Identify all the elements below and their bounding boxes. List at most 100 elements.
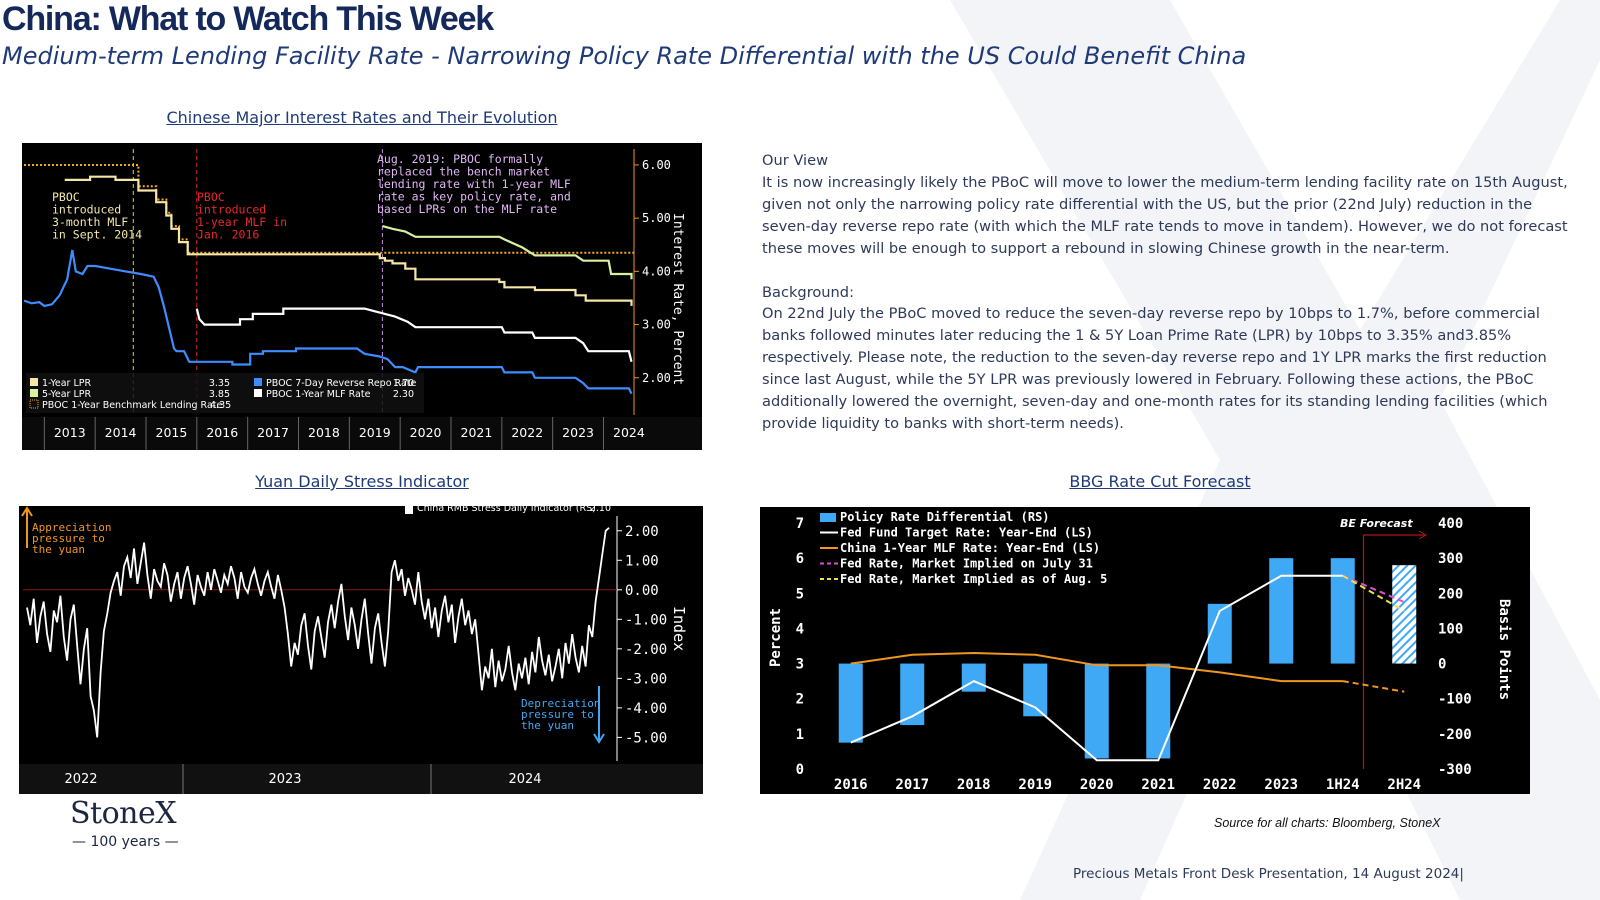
forecast-y-tick-label: 0 — [796, 762, 804, 778]
rates-x-tick-label: 2018 — [308, 425, 340, 440]
depreciation-annotation-line: the yuan — [521, 719, 574, 732]
rates-x-tick-label: 2017 — [257, 425, 289, 440]
forecast-chart-caption: BBG Rate Cut Forecast — [1069, 472, 1251, 491]
stress-series-line — [26, 527, 610, 738]
forecast-x-tick-label: 2018 — [957, 777, 991, 793]
forecast-bar-2021 — [1146, 663, 1171, 759]
rates-annotation-line: based LPRs on the MLF rate — [377, 202, 557, 216]
logo-tagline: — 100 years — — [72, 834, 179, 850]
footer-text: Precious Metals Front Desk Presentation,… — [1073, 866, 1464, 882]
forecast-legend-label: Policy Rate Differential (RS) — [840, 510, 1050, 524]
rates-annotation-line: 3-month MLF — [52, 215, 128, 229]
rates-annotation-line: PBOC — [52, 190, 80, 204]
stress-x-tick-label: 2023 — [268, 772, 301, 787]
forecast-x-tick-label: 2020 — [1080, 777, 1114, 793]
source-note: Source for all charts: Bloomberg, StoneX — [1214, 816, 1441, 830]
rates-series-1-year-lpr — [64, 175, 633, 306]
rates-annotation-line: replaced the bench market — [377, 165, 550, 179]
rates-legend-label: 1-Year LPR — [42, 378, 91, 389]
rates-legend-label: PBOC 1-Year Benchmark Lending Rate — [42, 400, 222, 411]
forecast-y2-axis-label: Basis Points — [1496, 599, 1512, 700]
forecast-y-axis-label: Percent — [768, 608, 784, 667]
forecast-chart: BE Forecast 7 6 5 4 3 2 1 0 Percent 400 300 200 100 0 -… — [768, 510, 1512, 793]
our-view-section: Our View It is now increasingly likely t… — [762, 150, 1582, 435]
forecast-bar-2018 — [961, 663, 986, 692]
china-mlf-line — [850, 651, 1343, 683]
forecast-bar-2022 — [1207, 603, 1232, 664]
stress-y-axis-label: Index — [670, 606, 688, 651]
stress-legend-swatch — [405, 506, 413, 514]
rates-series-pboc-7-day-reverse-repo-rate — [23, 249, 633, 395]
rates-annotation-line: rate as key policy rate, and — [377, 190, 571, 204]
rates-legend-value: 4.35 — [210, 400, 231, 411]
rates-series-5-year-lpr — [382, 225, 633, 280]
depreciation-annotation-line: pressure to — [521, 708, 594, 721]
rates-x-tick-label: 2015 — [156, 425, 188, 440]
background-body: On 22nd July the PBoC moved to reduce th… — [762, 305, 1548, 432]
rates-x-tick-label: 2022 — [511, 425, 543, 440]
stress-y-tick-label: 1.00 — [625, 553, 659, 569]
stress-y-tick-label: -3.00 — [625, 671, 667, 687]
forecast-x-tick-label: 2022 — [1203, 777, 1237, 793]
rates-x-tick-label: 2016 — [206, 425, 238, 440]
forecast-y-tick-label: 4 — [796, 621, 804, 637]
forecast-y2-tick-label: 300 — [1438, 551, 1463, 567]
rates-annotation-line: Aug. 2019: PBOC formally — [377, 152, 543, 166]
forecast-y-tick-label: 3 — [796, 657, 804, 673]
forecast-legend-label: China 1-Year MLF Rate: Year-End (LS) — [840, 541, 1100, 555]
stress-legend-label: China RMB Stress Daily Indicator (RS) — [417, 506, 596, 514]
rates-y-tick-label: 5.00 — [642, 211, 671, 225]
stress-legend-value: 2.10 — [590, 506, 611, 514]
forecast-y2-tick-label: 0 — [1438, 657, 1446, 673]
rates-legend-value: 3.35 — [209, 378, 230, 389]
forecast-x-tick-label: 2017 — [895, 777, 929, 793]
forecast-legend-label: Fed Rate, Market Implied on July 31 — [840, 557, 1093, 571]
forecast-legend-swatch — [820, 513, 836, 522]
forecast-y2-tick-label: -300 — [1438, 762, 1472, 778]
forecast-bar-2020 — [1084, 663, 1109, 759]
rates-legend-bg — [26, 373, 424, 413]
rates-chart-caption: Chinese Major Interest Rates and Their E… — [166, 108, 558, 127]
forecast-x-tick-label: 1H24 — [1326, 777, 1360, 793]
stress-x-tick-label: 2022 — [64, 772, 97, 787]
rates-annotation-line: lending rate with 1-year MLF — [377, 177, 571, 191]
rates-legend-label: PBOC 7-Day Reverse Repo Rate — [266, 378, 416, 389]
rates-x-tick-label: 2024 — [613, 425, 645, 440]
forecast-arrow-head — [1418, 530, 1428, 540]
fed-implied-aug5-line — [1342, 574, 1405, 612]
depreciation-arrow-head — [593, 733, 605, 744]
forecast-bar-2023 — [1269, 558, 1294, 664]
forecast-x-tick-label: 2019 — [1018, 777, 1052, 793]
stress-y-tick-label: -1.00 — [625, 612, 667, 628]
rates-x-tick-label: 2014 — [105, 425, 137, 440]
appreciation-arrow-head — [21, 506, 33, 517]
rates-y-tick-label: 6.00 — [642, 158, 671, 172]
rates-legend-swatch — [30, 389, 38, 397]
our-view-heading: Our View — [762, 152, 829, 169]
rates-y-tick-label: 2.00 — [642, 371, 671, 385]
rates-x-tick-label: 2021 — [461, 425, 493, 440]
stress-chart-caption: Yuan Daily Stress Indicator — [255, 472, 469, 491]
page-subtitle: Medium-term Lending Facility Rate - Narr… — [2, 42, 1247, 70]
rates-legend-value: 3.85 — [209, 389, 230, 400]
our-view-body: It is now increasingly likely the PBoC w… — [762, 173, 1568, 257]
forecast-y2-tick-label: 200 — [1438, 586, 1463, 602]
china-mlf-forecast-line — [1342, 680, 1405, 693]
forecast-y2-tick-label: 100 — [1438, 621, 1463, 637]
forecast-bar-2h24 — [1392, 565, 1417, 664]
stress-y-tick-label: -2.00 — [625, 642, 667, 658]
forecast-y2-tick-label: 400 — [1438, 516, 1463, 532]
forecast-y2-tick-label: -200 — [1438, 727, 1472, 743]
rates-x-band — [22, 417, 702, 450]
page-title: China: What to Watch This Week — [2, 0, 494, 38]
stress-y-tick-label: -4.00 — [625, 701, 667, 717]
forecast-y-tick-label: 2 — [796, 692, 804, 708]
rates-y-tick-label: 3.00 — [642, 318, 671, 332]
rates-annotation-line: Jan. 2016 — [197, 228, 259, 242]
rates-annotation-line: in Sept. 2014 — [52, 228, 142, 242]
forecast-chart-panel: BE Forecast 7 6 5 4 3 2 1 0 Percent 400 300 200 100 0 -… — [760, 507, 1530, 794]
stress-chart-panel: 2.00 1.00 0.00 -1.00 -2.00 -3.00 -4.00 -5.00 Ind… — [19, 506, 703, 794]
forecast-bar-2017 — [900, 663, 925, 726]
rates-legend-value: 2.30 — [393, 389, 414, 400]
background-heading: Background: — [762, 283, 854, 301]
